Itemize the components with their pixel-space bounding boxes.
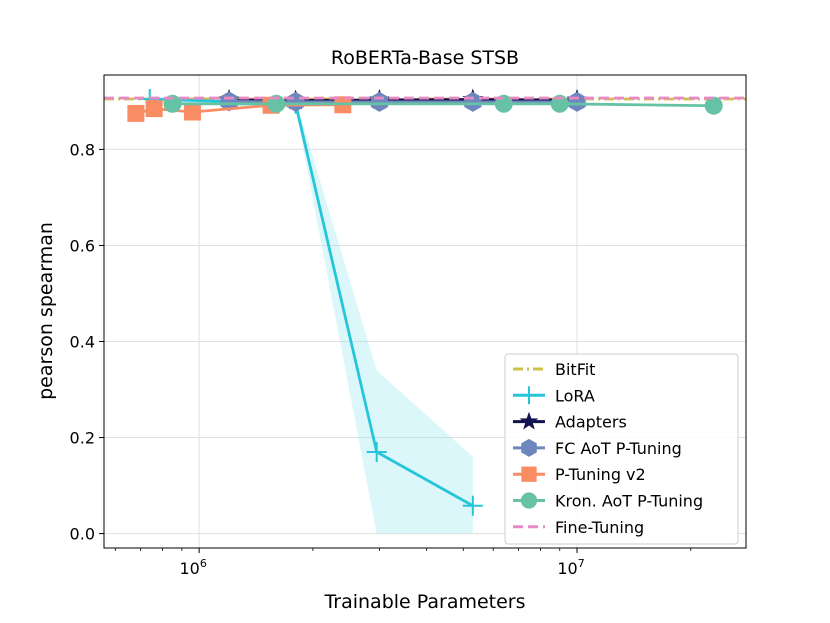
legend-label: LoRA xyxy=(555,386,595,405)
legend-label: FC AoT P-Tuning xyxy=(555,439,682,458)
point-lora xyxy=(462,495,483,516)
x-axis-label: Trainable Parameters xyxy=(323,591,525,613)
plot-frame xyxy=(103,74,747,549)
legend-item-p-tuning-v2: P-Tuning v2 xyxy=(513,465,646,484)
point-fc-aot-p-tuning xyxy=(220,91,238,112)
y-tick-label: 0.6 xyxy=(70,236,95,255)
legend-label: Kron. AoT P-Tuning xyxy=(555,492,703,511)
legend-marker xyxy=(520,386,538,405)
x-tick-label: 107 xyxy=(557,557,584,578)
legend-item-lora: LoRA xyxy=(513,386,595,405)
point-kron-aot-p-tuning xyxy=(704,96,723,115)
legend-label: Adapters xyxy=(555,413,627,432)
grid-layer xyxy=(104,75,746,548)
legend: BitFit LoRA Adapters FC AoT P-Tuning P-Tunin… xyxy=(504,353,739,545)
point-fc-aot-p-tuning xyxy=(370,91,389,112)
y-tick-label: 0.4 xyxy=(70,333,95,352)
point-p-tuning-v2 xyxy=(127,104,145,122)
point-p-tuning-v2 xyxy=(183,103,201,121)
legend-item-kron-aot-p-tuning: Kron. AoT P-Tuning xyxy=(513,492,703,511)
y-tick-label: 0.2 xyxy=(70,429,95,448)
band-layer xyxy=(149,96,473,534)
point-p-tuning-v2 xyxy=(145,100,163,118)
point-lora xyxy=(366,441,387,462)
y-axis-label: pearson spearman xyxy=(35,222,57,400)
point-fc-aot-p-tuning xyxy=(568,91,586,112)
legend-item-bitfit: BitFit xyxy=(513,360,595,379)
legend-item-fc-aot-p-tuning: FC AoT P-Tuning xyxy=(513,438,682,458)
legend-marker xyxy=(519,411,539,430)
point-fc-aot-p-tuning xyxy=(464,91,482,112)
legend-item-fine-tuning: Fine-Tuning xyxy=(513,518,644,537)
axes-layer: 0.0 0.2 0.4 0.6 0.8 106 107 xyxy=(70,140,692,578)
legend-marker xyxy=(521,466,537,482)
legend-marker xyxy=(520,492,538,509)
y-tick-label: 0.0 xyxy=(70,525,95,544)
y-tick-label: 0.8 xyxy=(70,140,95,159)
series-layer xyxy=(104,88,746,516)
legend-label: BitFit xyxy=(555,360,595,379)
legend-label: Fine-Tuning xyxy=(555,518,644,537)
legend-item-adapters: Adapters xyxy=(513,411,627,432)
band-lora xyxy=(149,96,473,534)
legend-marker xyxy=(521,438,537,457)
chart-title: RoBERTa-Base STSB xyxy=(331,47,519,69)
x-tick-label: 106 xyxy=(179,557,206,578)
legend-label: P-Tuning v2 xyxy=(555,465,646,484)
